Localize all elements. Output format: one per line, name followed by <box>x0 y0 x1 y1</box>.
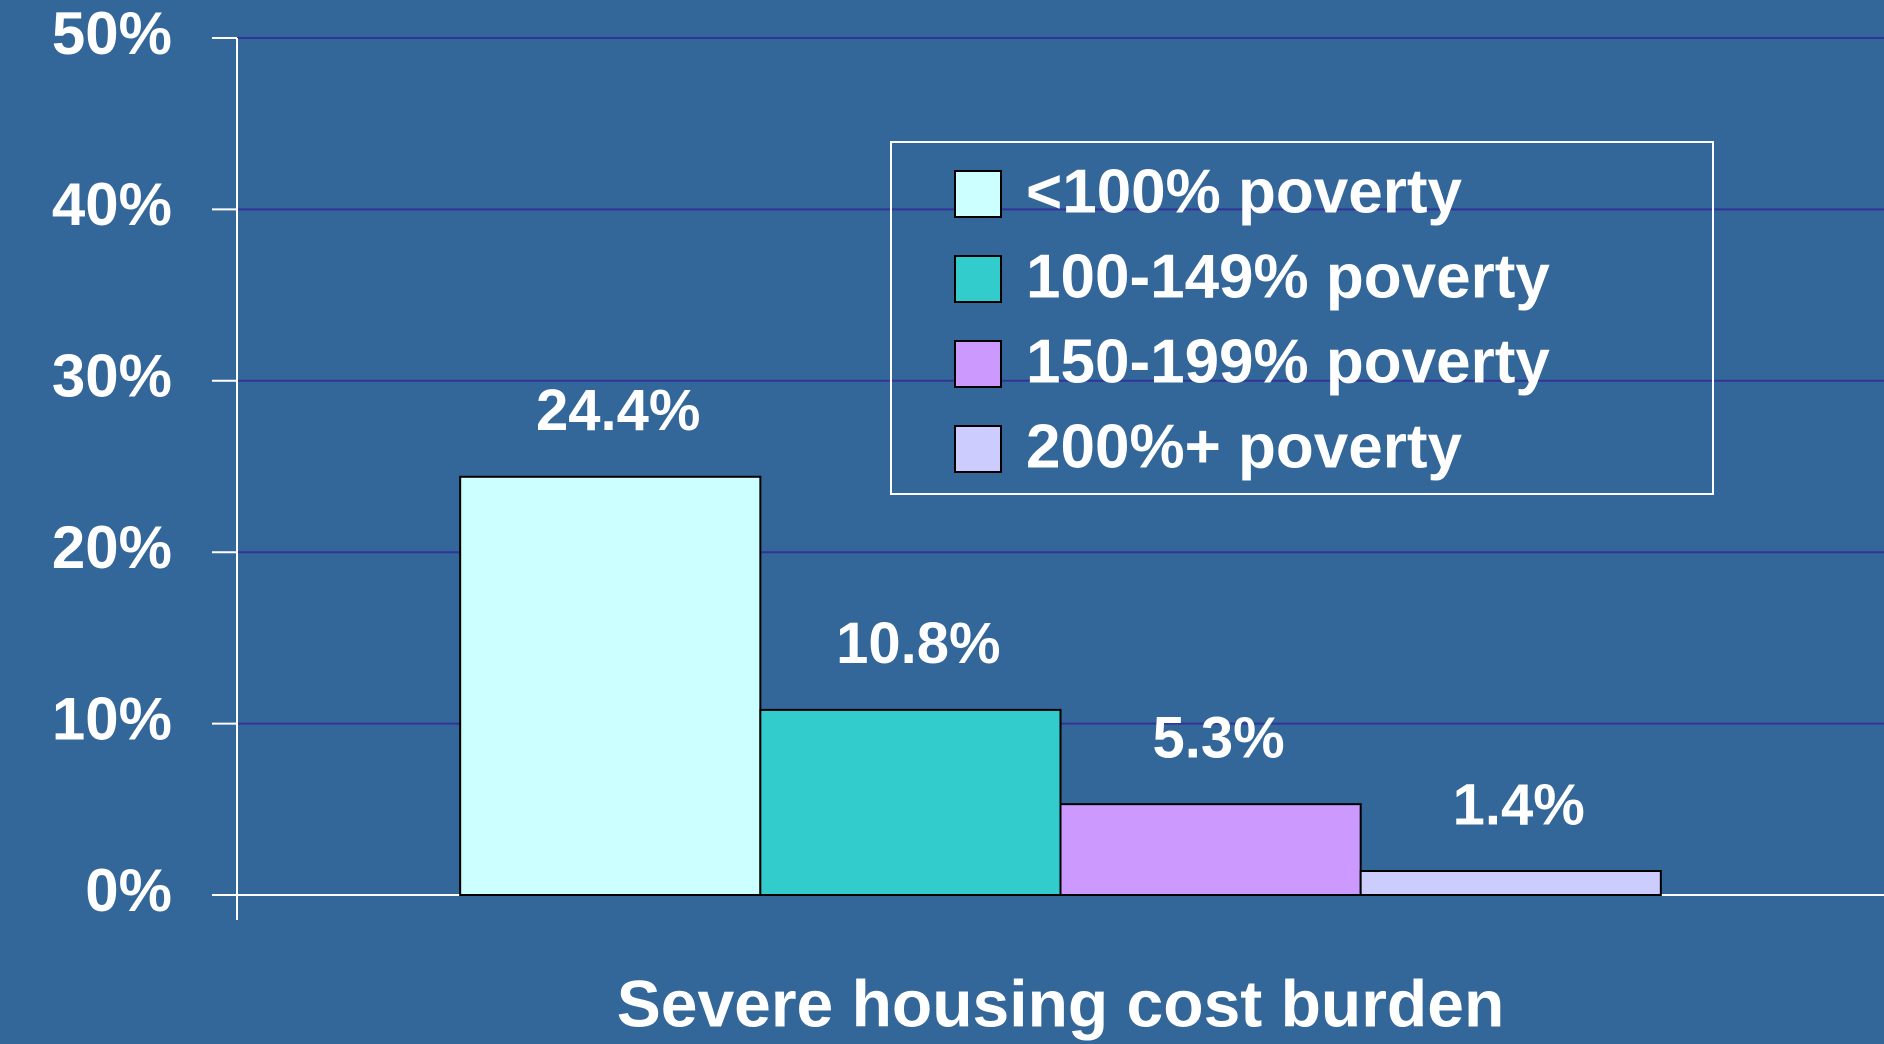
y-tick-label: 0% <box>85 857 172 924</box>
bar <box>759 708 1062 896</box>
legend-label: <100% poverty <box>1026 157 1462 226</box>
legend-label: 100-149% poverty <box>1026 242 1550 311</box>
legend-box <box>890 141 1714 495</box>
legend-label: 150-199% poverty <box>1026 327 1550 396</box>
bar <box>1059 803 1362 897</box>
value-label: 24.4% <box>536 378 700 443</box>
y-tick-label: 50% <box>52 0 172 67</box>
y-tick-label: 40% <box>52 171 172 238</box>
legend-swatch <box>954 255 1002 303</box>
bar <box>459 475 762 896</box>
legend-swatch <box>954 425 1002 473</box>
value-label: 1.4% <box>1453 772 1585 837</box>
bar <box>1359 870 1662 897</box>
y-tick-label: 30% <box>52 343 172 410</box>
legend-swatch <box>954 170 1002 218</box>
value-label: 5.3% <box>1152 705 1284 770</box>
value-label: 10.8% <box>836 611 1000 676</box>
legend-label: 200%+ poverty <box>1026 412 1462 481</box>
y-tick-label: 10% <box>52 685 172 752</box>
legend-swatch <box>954 340 1002 388</box>
y-tick-label: 20% <box>52 514 172 581</box>
x-tick-label: Severe housing cost burden <box>617 966 1505 1040</box>
